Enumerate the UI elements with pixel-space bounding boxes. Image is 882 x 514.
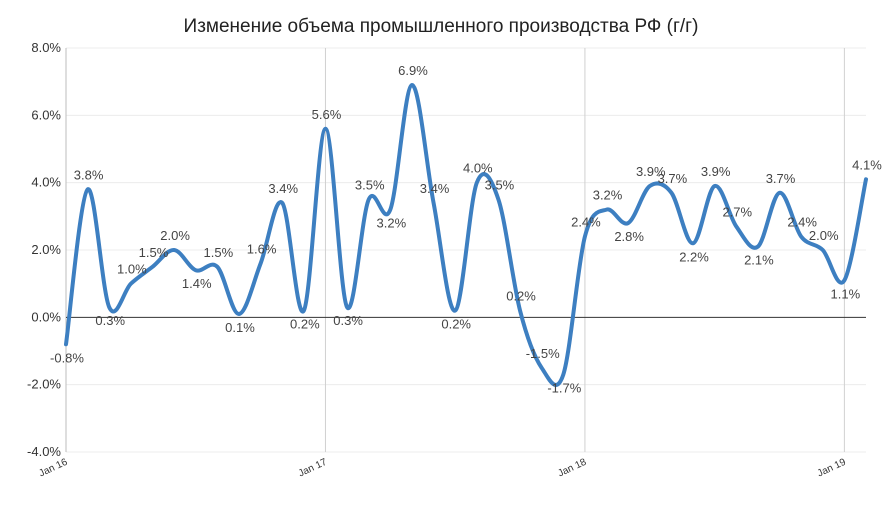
x-tick-label: Jan 19 [816, 457, 848, 480]
data-label: 1.5% [204, 245, 234, 260]
y-tick-label: -2.0% [27, 377, 61, 392]
series-line [64, 83, 868, 387]
data-label: 4.1% [852, 157, 882, 172]
data-label: 2.4% [571, 215, 601, 230]
data-label: 6.9% [398, 63, 428, 78]
x-tick-label: Jan 17 [297, 457, 329, 480]
data-label: 3.7% [658, 171, 688, 186]
data-label: 1.0% [117, 262, 147, 277]
y-tick-label: 8.0% [31, 40, 61, 55]
data-label: 0.3% [95, 313, 125, 328]
data-label: 1.1% [831, 286, 861, 301]
data-label: 1.4% [182, 276, 212, 291]
data-label: 3.8% [74, 167, 104, 182]
data-label: 2.2% [679, 249, 709, 264]
y-tick-label: -4.0% [27, 444, 61, 459]
data-label: 3.4% [268, 181, 298, 196]
data-label: 2.1% [744, 253, 774, 268]
data-label: 3.9% [636, 164, 666, 179]
data-label: 0.2% [441, 317, 471, 332]
data-label: 3.5% [485, 178, 515, 193]
data-label: 3.7% [766, 171, 796, 186]
y-tick-label: 2.0% [31, 242, 61, 257]
data-label: 2.8% [614, 229, 644, 244]
data-label: 3.4% [420, 181, 450, 196]
data-label: -1.5% [526, 346, 560, 361]
data-label: 3.5% [355, 178, 385, 193]
data-label: -0.8% [50, 350, 84, 365]
data-label: 2.0% [160, 228, 190, 243]
chart-title: Изменение объема промышленного производс… [183, 16, 699, 37]
data-label: 2.4% [787, 215, 817, 230]
data-label: 3.2% [593, 188, 623, 203]
data-label: 2.0% [809, 228, 839, 243]
data-label: 3.2% [377, 216, 407, 231]
data-label: 3.9% [701, 164, 731, 179]
data-label: 0.3% [333, 313, 363, 328]
data-label: 0.2% [506, 289, 536, 304]
data-label: 4.0% [463, 161, 493, 176]
data-label: 2.7% [722, 204, 752, 219]
y-tick-label: 4.0% [31, 175, 61, 190]
x-tick-label: Jan 18 [556, 457, 588, 480]
data-label: -1.7% [547, 381, 581, 396]
x-tick-label: Jan 16 [37, 457, 69, 480]
data-label: 1.6% [247, 241, 277, 256]
data-label: 0.2% [290, 317, 320, 332]
data-label: 0.1% [225, 320, 255, 335]
y-tick-label: 0.0% [31, 309, 61, 324]
data-label: 1.5% [139, 245, 169, 260]
data-label: 5.6% [312, 107, 342, 122]
y-tick-label: 6.0% [31, 107, 61, 122]
